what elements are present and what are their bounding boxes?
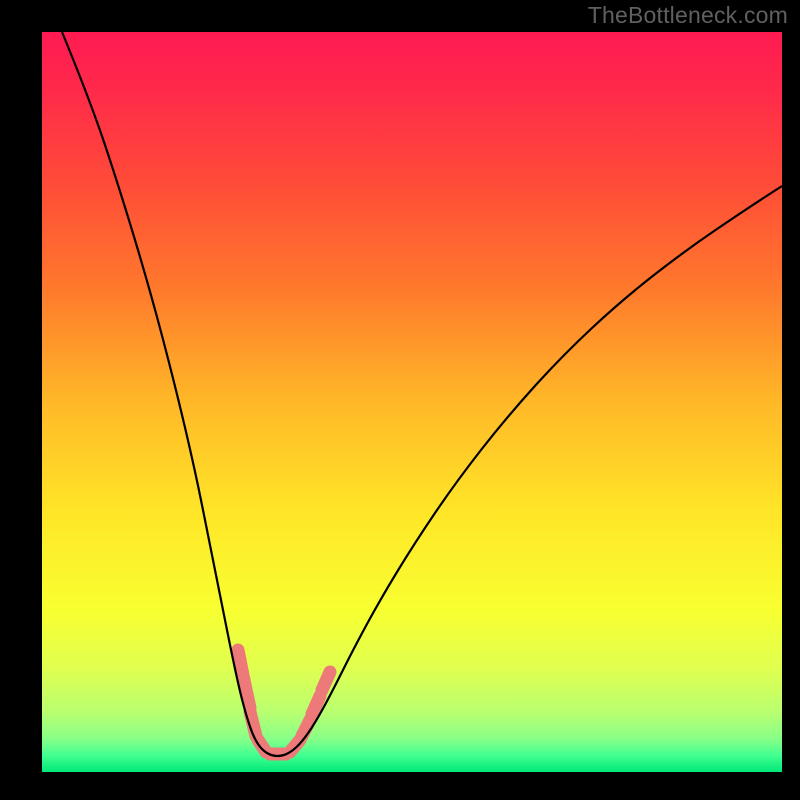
watermark-text: TheBottleneck.com (588, 2, 788, 29)
salmon-segment (312, 696, 320, 714)
salmon-segment (244, 680, 250, 708)
chart-stage: TheBottleneck.com (0, 0, 800, 800)
salmon-segment (322, 672, 330, 690)
plot-background (42, 32, 782, 772)
bottleneck-chart (0, 0, 800, 800)
